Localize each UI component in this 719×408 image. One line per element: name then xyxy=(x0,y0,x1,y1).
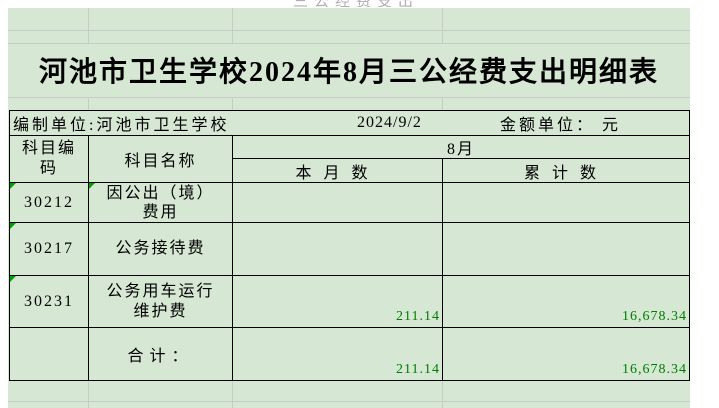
cell-total-cumulative[interactable]: 16,678.34 xyxy=(443,328,689,380)
spreadsheet-area[interactable]: 河池市卫生学校2024年8月三公经费支出明细表 编制单位:河池市卫生学校 202… xyxy=(8,8,690,408)
gridline xyxy=(442,381,443,408)
gridline xyxy=(8,97,690,98)
gridline xyxy=(88,8,89,43)
cell-row0-cumulative[interactable] xyxy=(443,183,689,223)
gridline xyxy=(442,8,443,43)
cell-row2-code[interactable]: 30231 xyxy=(10,276,89,328)
clipped-window-text: 三公经费支出 xyxy=(293,0,443,7)
cell-flag-icon xyxy=(10,183,16,189)
prepared-by-label: 编制单位:河池市卫生学校 xyxy=(13,117,230,134)
header-month-group-label: 8月 xyxy=(446,141,475,158)
header-subject-code-label: 科目编 码 xyxy=(21,140,76,177)
cell-row1-name[interactable]: 公务接待费 xyxy=(89,223,233,276)
cell-flag-icon xyxy=(89,183,95,189)
report-date: 2024/9/2 xyxy=(357,114,422,131)
meta-row[interactable]: 编制单位:河池市卫生学校 2024/9/2 金额单位： 元 xyxy=(10,111,689,136)
cell-row2-current[interactable]: 211.14 xyxy=(233,276,443,328)
row1-name: 公务接待费 xyxy=(115,240,206,257)
clipped-window-text-label: 三公经费支出 xyxy=(293,0,419,7)
gridline xyxy=(8,30,690,31)
row2-name: 公务用车运行 维护费 xyxy=(106,282,215,320)
row0-name: 因公出（境） 费用 xyxy=(106,184,215,221)
cell-row2-name[interactable]: 公务用车运行 维护费 xyxy=(89,276,233,328)
cell-row0-name[interactable]: 因公出（境） 费用 xyxy=(89,183,233,223)
row0-code: 30212 xyxy=(24,193,74,211)
cell-flag-icon xyxy=(10,276,16,282)
total-current-value: 211.14 xyxy=(396,362,440,377)
cell-row0-current[interactable] xyxy=(233,183,443,223)
page-title[interactable]: 河池市卫生学校2024年8月三公经费支出明细表 xyxy=(38,57,659,88)
gridline xyxy=(232,97,233,110)
header-subject-name-label: 科目名称 xyxy=(124,153,197,170)
total-label: 合计： xyxy=(127,348,194,365)
cell-row1-code[interactable]: 30217 xyxy=(10,223,89,276)
header-cell-current-month[interactable]: 本月数 xyxy=(233,159,443,183)
gridline xyxy=(8,43,690,44)
header-current-month-label: 本月数 xyxy=(295,164,380,182)
cell-total-current[interactable]: 211.14 xyxy=(233,328,443,380)
row2-code: 30231 xyxy=(24,292,74,310)
row1-code: 30217 xyxy=(24,240,74,257)
cell-row0-code[interactable]: 30212 xyxy=(10,183,89,223)
report-table: 编制单位:河池市卫生学校 2024/9/2 金额单位： 元 科目编 码 科目名称… xyxy=(9,110,690,381)
cell-total-code[interactable] xyxy=(10,328,89,380)
row2-cumulative-value: 16,678.34 xyxy=(622,309,687,324)
gridline xyxy=(88,97,89,110)
header-cumulative-label: 累计数 xyxy=(523,164,608,182)
header-cell-month-group[interactable]: 8月 xyxy=(233,136,689,159)
gridline xyxy=(8,401,690,402)
header-cell-subject-code[interactable]: 科目编 码 xyxy=(10,136,89,183)
gridline xyxy=(232,381,233,408)
total-cumulative-value: 16,678.34 xyxy=(622,362,687,377)
gridline xyxy=(88,381,89,408)
cell-row2-cumulative[interactable]: 16,678.34 xyxy=(443,276,689,328)
header-cell-cumulative[interactable]: 累计数 xyxy=(443,159,689,183)
gridline xyxy=(232,8,233,43)
cell-row1-current[interactable] xyxy=(233,223,443,276)
header-cell-subject-name[interactable]: 科目名称 xyxy=(89,136,233,183)
row2-current-value: 211.14 xyxy=(396,309,440,324)
cell-total-label[interactable]: 合计： xyxy=(89,328,233,380)
cell-flag-icon xyxy=(10,223,16,229)
gridline xyxy=(442,97,443,110)
cell-row1-cumulative[interactable] xyxy=(443,223,689,276)
amount-unit-label: 金额单位： 元 xyxy=(500,117,622,134)
